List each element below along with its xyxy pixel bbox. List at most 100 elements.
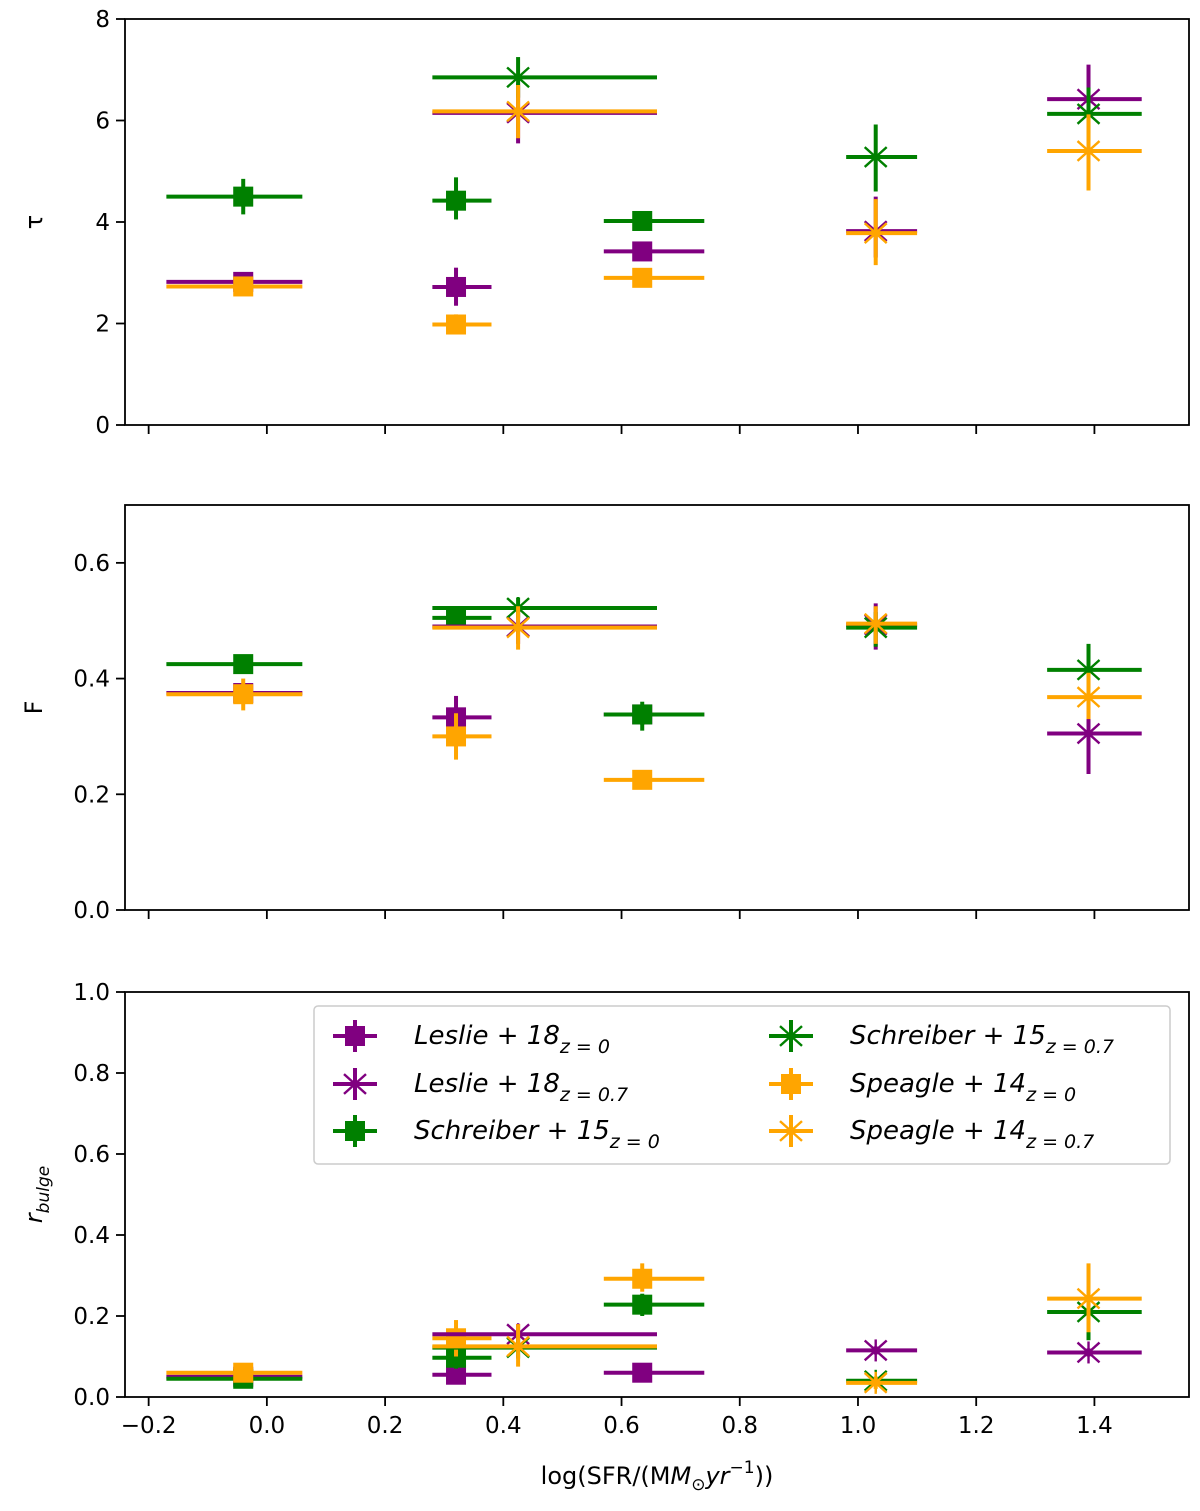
- data-point: [1047, 643, 1142, 696]
- asterisk-marker: [506, 1335, 530, 1358]
- asterisk-marker: [1076, 139, 1101, 162]
- square-marker: [233, 186, 254, 207]
- x-tick-label: 1.0: [840, 1413, 877, 1439]
- data-point: [603, 769, 705, 790]
- square-marker: [446, 314, 467, 335]
- y-tick-label: 2: [95, 312, 110, 338]
- square-marker: [446, 1347, 467, 1368]
- x-axis-label: log(SFR/(MM⊙yr−1)): [541, 1458, 774, 1495]
- y-tick-label: 0.2: [73, 782, 110, 808]
- square-marker: [632, 1294, 653, 1315]
- legend-entry: Leslie + 18z = 0: [333, 1020, 610, 1058]
- x-tick-label: 0.4: [485, 1413, 522, 1439]
- legend-label: Leslie + 18z = 0.7: [414, 1069, 628, 1106]
- asterisk-marker: [863, 222, 888, 245]
- data-point: [166, 678, 303, 711]
- series-schreiber-15-z-0-: [166, 177, 705, 231]
- data-point: [603, 267, 705, 288]
- data-point: [432, 713, 492, 760]
- data-point: [1047, 1341, 1142, 1364]
- legend-square-marker: [781, 1074, 801, 1094]
- data-point: [432, 84, 657, 139]
- square-marker: [446, 1364, 467, 1385]
- legend-asterisk-marker: [779, 1120, 803, 1142]
- data-point: [846, 1339, 918, 1362]
- series-speagle-14-z-0-: [166, 678, 705, 790]
- y-tick-label: 1.0: [73, 980, 110, 1006]
- data-point: [166, 276, 303, 297]
- y-tick-label: 0.6: [73, 1142, 110, 1168]
- x-tick-label: 0.6: [603, 1413, 640, 1439]
- data-point: [603, 1263, 705, 1292]
- data-point: [1047, 64, 1142, 134]
- y-tick-label: 0.8: [73, 1061, 110, 1087]
- data-point: [603, 241, 705, 262]
- data-point: [603, 1362, 705, 1383]
- series-schreiber-15-z-0-7-: [432, 596, 1142, 696]
- data-point: [603, 1293, 705, 1316]
- square-marker: [446, 190, 467, 211]
- asterisk-marker: [1076, 686, 1101, 709]
- data-point: [432, 314, 492, 335]
- legend-label: Schreiber + 15z = 0.7: [850, 1021, 1114, 1058]
- y-axis-label: F: [20, 701, 48, 715]
- data-point: [432, 606, 657, 650]
- data-point: [846, 124, 918, 192]
- y-tick-label: 4: [95, 210, 110, 236]
- axes-frame: [124, 991, 1190, 1398]
- square-marker: [632, 210, 653, 231]
- data-point: [1047, 672, 1142, 720]
- data-point: [432, 177, 492, 220]
- asterisk-marker: [506, 616, 530, 639]
- square-marker: [446, 276, 467, 297]
- y-tick-label: 0.6: [73, 551, 110, 577]
- asterisk-marker: [506, 100, 530, 123]
- y-tick-label: 0.0: [73, 898, 110, 924]
- square-marker: [632, 704, 653, 725]
- asterisk-marker: [506, 66, 530, 89]
- x-tick-label: 1.4: [1076, 1413, 1113, 1439]
- x-tick-label: 1.2: [958, 1413, 995, 1439]
- series-speagle-14-z-0-: [166, 1263, 705, 1383]
- legend-entry: Schreiber + 15z = 0.7: [769, 1020, 1114, 1058]
- series-schreiber-15-z-0-7-: [432, 1291, 1142, 1392]
- legend-entry: Speagle + 14z = 0.7: [769, 1115, 1094, 1153]
- panel-tau: 0 2 4 6 8 τ: [20, 7, 1190, 439]
- square-marker: [632, 769, 653, 790]
- legend-asterisk-marker: [779, 1025, 803, 1047]
- series-schreiber-15-z-0-7-: [432, 57, 1142, 192]
- data-point: [166, 178, 303, 215]
- legend-asterisk-marker: [343, 1073, 367, 1095]
- asterisk-marker: [863, 612, 888, 635]
- legend-square-marker: [345, 1121, 365, 1141]
- y-tick-label: 6: [95, 109, 110, 135]
- panel-r_bulge: 0.0 0.2 0.4 0.6 0.8 1.0 −0.2 0.0 0.2 0.4 0.6 0.8 1.0…: [20, 980, 1190, 1495]
- square-marker: [233, 276, 254, 297]
- series-schreiber-15-z-0-: [166, 607, 705, 731]
- data-point: [846, 1371, 918, 1394]
- asterisk-marker: [863, 1339, 888, 1362]
- data-point: [432, 596, 657, 619]
- axes-frame: [124, 504, 1190, 911]
- panel-F: 0.0 0.2 0.4 0.6 F: [20, 504, 1190, 924]
- legend-frame: [313, 1005, 1171, 1165]
- data-point: [1047, 693, 1142, 775]
- data-point: [432, 1364, 492, 1385]
- series-speagle-14-z-0-7-: [432, 84, 1142, 266]
- y-tick-label: 0.4: [73, 1223, 110, 1249]
- x-tick-label: −0.2: [121, 1413, 177, 1439]
- legend-label: Speagle + 14z = 0.7: [850, 1116, 1094, 1153]
- data-point: [166, 654, 303, 675]
- series-leslie-18-z-0-7-: [432, 64, 1142, 258]
- axes-frame: [124, 18, 1190, 426]
- y-tick-label: 0.0: [73, 1385, 110, 1411]
- square-marker: [446, 607, 467, 628]
- data-point: [432, 1323, 657, 1346]
- data-point: [432, 1324, 657, 1367]
- data-point: [1047, 1263, 1142, 1333]
- data-point: [432, 607, 492, 628]
- data-point: [432, 57, 657, 98]
- data-point: [166, 1362, 303, 1383]
- square-marker: [632, 241, 653, 262]
- data-point: [432, 1346, 492, 1369]
